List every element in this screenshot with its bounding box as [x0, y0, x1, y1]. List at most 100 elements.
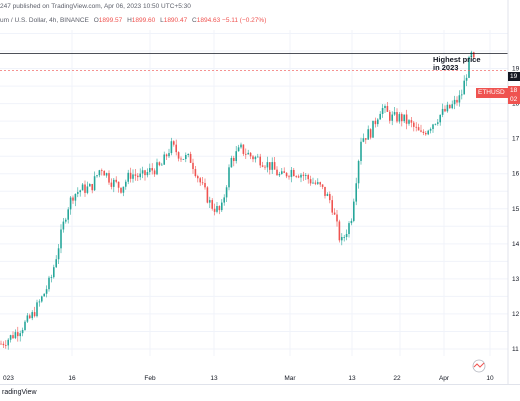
- candle-up: [21, 329, 24, 334]
- candle-up: [360, 141, 362, 162]
- candle-up: [26, 315, 29, 322]
- candle-down: [297, 176, 300, 178]
- candle-up: [89, 184, 91, 187]
- candle-up: [67, 209, 69, 220]
- x-tick-label: Apr: [439, 375, 450, 382]
- candle-up: [36, 302, 38, 317]
- candle-up: [362, 138, 365, 142]
- current-price-tag-bottom: 02: [510, 96, 518, 103]
- current-price-tag-top: 18: [510, 87, 518, 94]
- candle-up: [225, 187, 228, 198]
- candle-up: [446, 104, 449, 112]
- candle-up: [355, 183, 357, 202]
- x-tick-label: 13: [210, 375, 218, 382]
- candle-up: [345, 234, 348, 237]
- publish-info: 247 published on TradingView.com, Apr 06…: [0, 0, 520, 14]
- candle-down: [369, 129, 372, 138]
- candle-down: [129, 172, 132, 179]
- current-price-tag: 18 02: [508, 86, 520, 104]
- candle-up: [453, 99, 456, 105]
- candle-up: [141, 170, 144, 174]
- candle-up: [408, 120, 410, 124]
- x-tick-label: 16: [68, 375, 76, 382]
- candle-up: [48, 277, 50, 290]
- candle-up: [281, 171, 283, 174]
- candle-down: [273, 162, 276, 170]
- candle-down: [321, 184, 324, 187]
- candle-down: [175, 144, 177, 153]
- annotation-line-1: Highest price: [433, 55, 481, 64]
- annotation-line-2: in 2023: [433, 63, 459, 72]
- candle-up: [221, 202, 223, 211]
- candle-up: [187, 153, 189, 155]
- candle-up: [65, 219, 67, 222]
- candle-down: [233, 157, 235, 162]
- candle-up: [113, 179, 115, 187]
- candle-up: [53, 267, 55, 278]
- candle-up: [384, 105, 386, 109]
- candlestick-series: [0, 50, 475, 350]
- low-label: L: [160, 17, 164, 24]
- candle-down: [33, 312, 36, 317]
- candle-down: [204, 182, 206, 188]
- candle-up: [69, 197, 72, 210]
- candle-up: [290, 169, 293, 177]
- symbol-label: um / U.S. Dollar, 4h, BINANCE: [0, 17, 89, 24]
- candle-down: [206, 187, 209, 203]
- candle-up: [55, 259, 57, 268]
- candle-up: [434, 123, 437, 125]
- close-label: C: [192, 17, 197, 24]
- candle-up: [132, 174, 134, 179]
- x-axis: 023 16 Feb 13 Mar 13 22 Apr 10: [3, 375, 494, 382]
- candle-up: [393, 112, 396, 115]
- candle-up: [247, 152, 249, 155]
- candle-up: [451, 104, 453, 109]
- candle-up: [185, 154, 187, 160]
- candle-down: [91, 184, 93, 191]
- candle-down: [218, 206, 221, 211]
- candle-up: [170, 141, 173, 154]
- published-text: 247 published on TradingView.com, Apr 06…: [0, 3, 191, 10]
- candle-up: [74, 193, 77, 201]
- candle-down: [194, 169, 197, 177]
- candle-down: [192, 162, 194, 170]
- candle-down: [333, 212, 336, 215]
- candle-down: [144, 170, 146, 176]
- candle-down: [302, 174, 305, 176]
- candle-down: [199, 178, 201, 183]
- change-value: −5.11 (−0.27%): [222, 17, 267, 24]
- candle-up: [353, 201, 355, 221]
- candle-up: [168, 153, 170, 157]
- candle-down: [425, 133, 427, 135]
- candle-up: [41, 296, 43, 302]
- candle-up: [372, 120, 374, 138]
- x-tick-label: Mar: [284, 375, 296, 382]
- candle-down: [249, 152, 252, 157]
- candle-up: [432, 124, 434, 130]
- candle-up: [429, 129, 432, 131]
- candle-up: [161, 164, 163, 166]
- candle-down: [211, 200, 213, 209]
- candle-down: [84, 184, 86, 193]
- highest-price-tag: 19: [508, 72, 520, 81]
- candle-up: [156, 162, 158, 175]
- candle-down: [12, 335, 14, 339]
- y-axis: 19 18 17 16 15 14 13 12 11: [507, 0, 520, 384]
- y-tick-label: 17: [512, 136, 520, 143]
- y-tick-label: 16: [512, 171, 520, 178]
- candle-up: [461, 94, 463, 96]
- candle-up: [122, 186, 125, 193]
- candle-up: [209, 200, 211, 203]
- candle-down: [324, 186, 326, 196]
- candle-up: [381, 108, 384, 114]
- candle-down: [151, 168, 153, 171]
- candle-down: [329, 194, 331, 201]
- candle-down: [415, 126, 417, 128]
- candle-down: [389, 111, 391, 121]
- candle-up: [326, 194, 329, 196]
- candle-down: [17, 332, 19, 337]
- x-tick-label: Feb: [144, 375, 156, 382]
- candle-down: [213, 208, 216, 212]
- x-tick-label: 10: [486, 375, 494, 382]
